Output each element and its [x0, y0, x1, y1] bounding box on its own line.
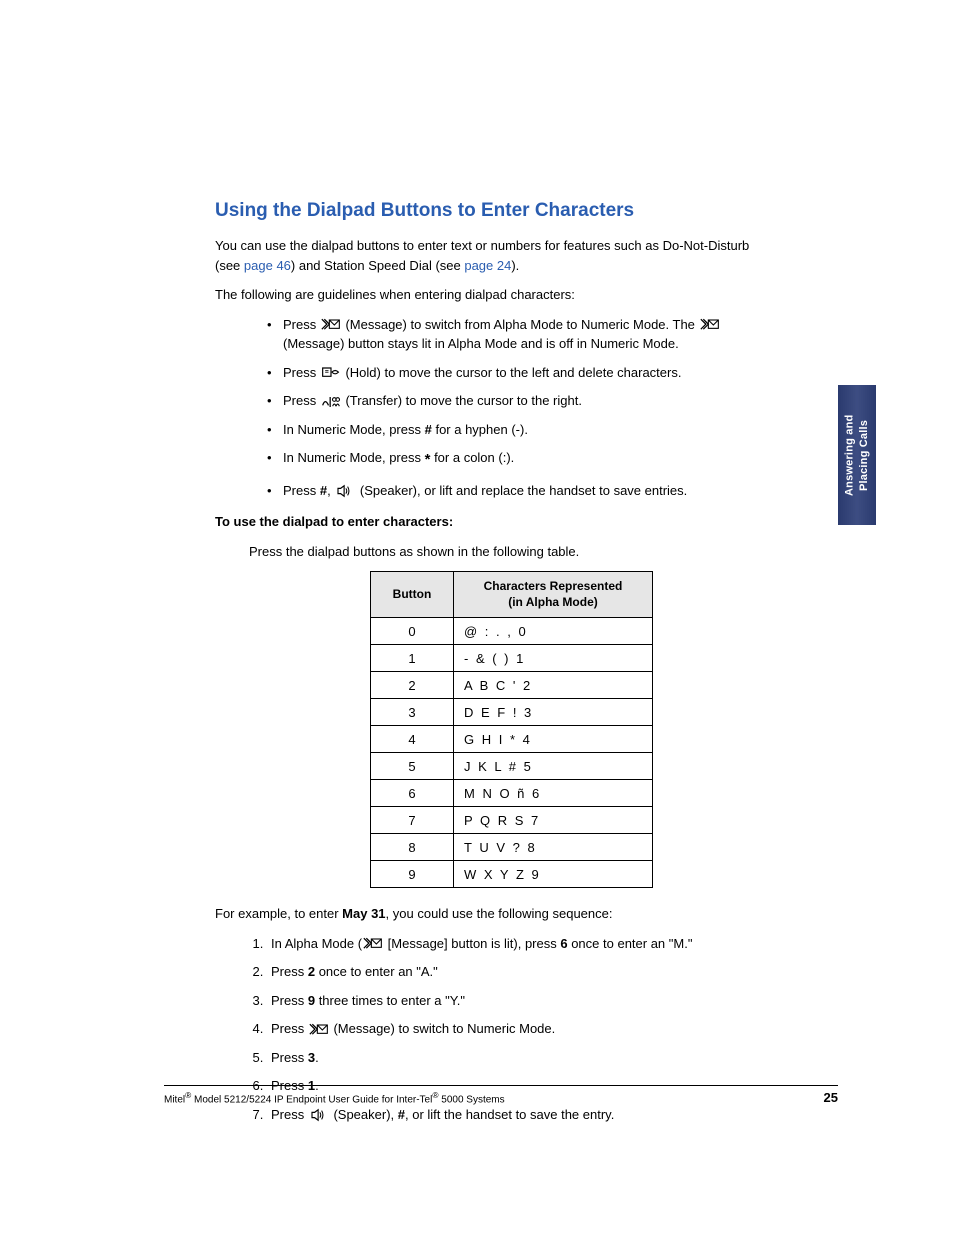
example-intro: For example, to enter May 31, you could …: [215, 904, 755, 924]
table-cell-button: 0: [371, 618, 454, 645]
bullet-save: Press #, (Speaker), or lift and replace …: [267, 481, 755, 501]
table-cell-characters: - & ( ) 1: [454, 645, 653, 672]
hold-icon: [321, 366, 341, 380]
step-5: Press 3.: [267, 1048, 755, 1068]
table-cell-button: 4: [371, 726, 454, 753]
bullet-colon: In Numeric Mode, press * for a colon (:)…: [267, 448, 755, 472]
table-cell-characters: A B C ' 2: [454, 672, 653, 699]
bullet-transfer: Press (Transfer) to move the cursor to t…: [267, 391, 755, 411]
footer-text: Mitel® Model 5212/5224 IP Endpoint User …: [164, 1090, 505, 1105]
message-icon: [321, 318, 341, 332]
speaker-icon: [309, 1108, 329, 1122]
message-icon: [363, 937, 383, 951]
table-cell-characters: M N O ñ 6: [454, 780, 653, 807]
table-head-characters: Characters Represented(in Alpha Mode): [454, 572, 653, 618]
link-page-46[interactable]: page 46: [244, 258, 291, 273]
table-row: 7P Q R S 7: [371, 807, 653, 834]
table-cell-characters: @ : . , 0: [454, 618, 653, 645]
table-row: 8T U V ? 8: [371, 834, 653, 861]
table-cell-button: 9: [371, 861, 454, 888]
table-row: 6M N O ñ 6: [371, 780, 653, 807]
table-row: 3D E F ! 3: [371, 699, 653, 726]
table-row: 4G H I * 4: [371, 726, 653, 753]
intro-paragraph-1: You can use the dialpad buttons to enter…: [215, 236, 755, 275]
table-cell-button: 6: [371, 780, 454, 807]
table-cell-characters: W X Y Z 9: [454, 861, 653, 888]
bullet-hold: Press (Hold) to move the cursor to the l…: [267, 363, 755, 383]
table-row: 5J K L # 5: [371, 753, 653, 780]
link-page-24[interactable]: page 24: [464, 258, 511, 273]
step-4: Press (Message) to switch to Numeric Mod…: [267, 1019, 755, 1039]
table-cell-characters: T U V ? 8: [454, 834, 653, 861]
bullet-message-mode: Press (Message) to switch from Alpha Mod…: [267, 315, 755, 354]
step-7: Press (Speaker), #, or lift the handset …: [267, 1105, 755, 1125]
message-icon: [309, 1023, 329, 1037]
table-row: 9W X Y Z 9: [371, 861, 653, 888]
table-row: 0@ : . , 0: [371, 618, 653, 645]
table-cell-button: 8: [371, 834, 454, 861]
page-number: 25: [824, 1090, 838, 1105]
bullet-hyphen: In Numeric Mode, press # for a hyphen (-…: [267, 420, 755, 440]
table-cell-button: 2: [371, 672, 454, 699]
step-1: In Alpha Mode ( [Message] button is lit)…: [267, 934, 755, 954]
table-head-button: Button: [371, 572, 454, 618]
main-content: Using the Dialpad Buttons to Enter Chara…: [215, 200, 755, 1124]
table-cell-button: 1: [371, 645, 454, 672]
step-3: Press 9 three times to enter a "Y.": [267, 991, 755, 1011]
to-use-heading: To use the dialpad to enter characters:: [215, 512, 755, 532]
table-row: 1- & ( ) 1: [371, 645, 653, 672]
press-instruction: Press the dialpad buttons as shown in th…: [249, 542, 755, 562]
document-page: Answering andPlacing Calls Using the Dia…: [0, 0, 954, 1235]
page-heading: Using the Dialpad Buttons to Enter Chara…: [215, 200, 755, 222]
table-cell-button: 5: [371, 753, 454, 780]
table-cell-characters: D E F ! 3: [454, 699, 653, 726]
step-2: Press 2 once to enter an "A.": [267, 962, 755, 982]
table-cell-button: 3: [371, 699, 454, 726]
character-table: Button Characters Represented(in Alpha M…: [370, 571, 653, 888]
table-cell-characters: J K L # 5: [454, 753, 653, 780]
transfer-icon: [321, 395, 341, 409]
guidelines-list: Press (Message) to switch from Alpha Mod…: [215, 315, 755, 501]
speaker-icon: [335, 484, 355, 498]
table-cell-characters: G H I * 4: [454, 726, 653, 753]
section-tab-text: Answering andPlacing Calls: [843, 414, 872, 495]
section-tab: Answering andPlacing Calls: [838, 385, 876, 525]
table-row: 2A B C ' 2: [371, 672, 653, 699]
message-icon: [700, 318, 720, 332]
table-cell-button: 7: [371, 807, 454, 834]
table-cell-characters: P Q R S 7: [454, 807, 653, 834]
page-footer: Mitel® Model 5212/5224 IP Endpoint User …: [164, 1085, 838, 1105]
intro-paragraph-2: The following are guidelines when enteri…: [215, 285, 755, 305]
